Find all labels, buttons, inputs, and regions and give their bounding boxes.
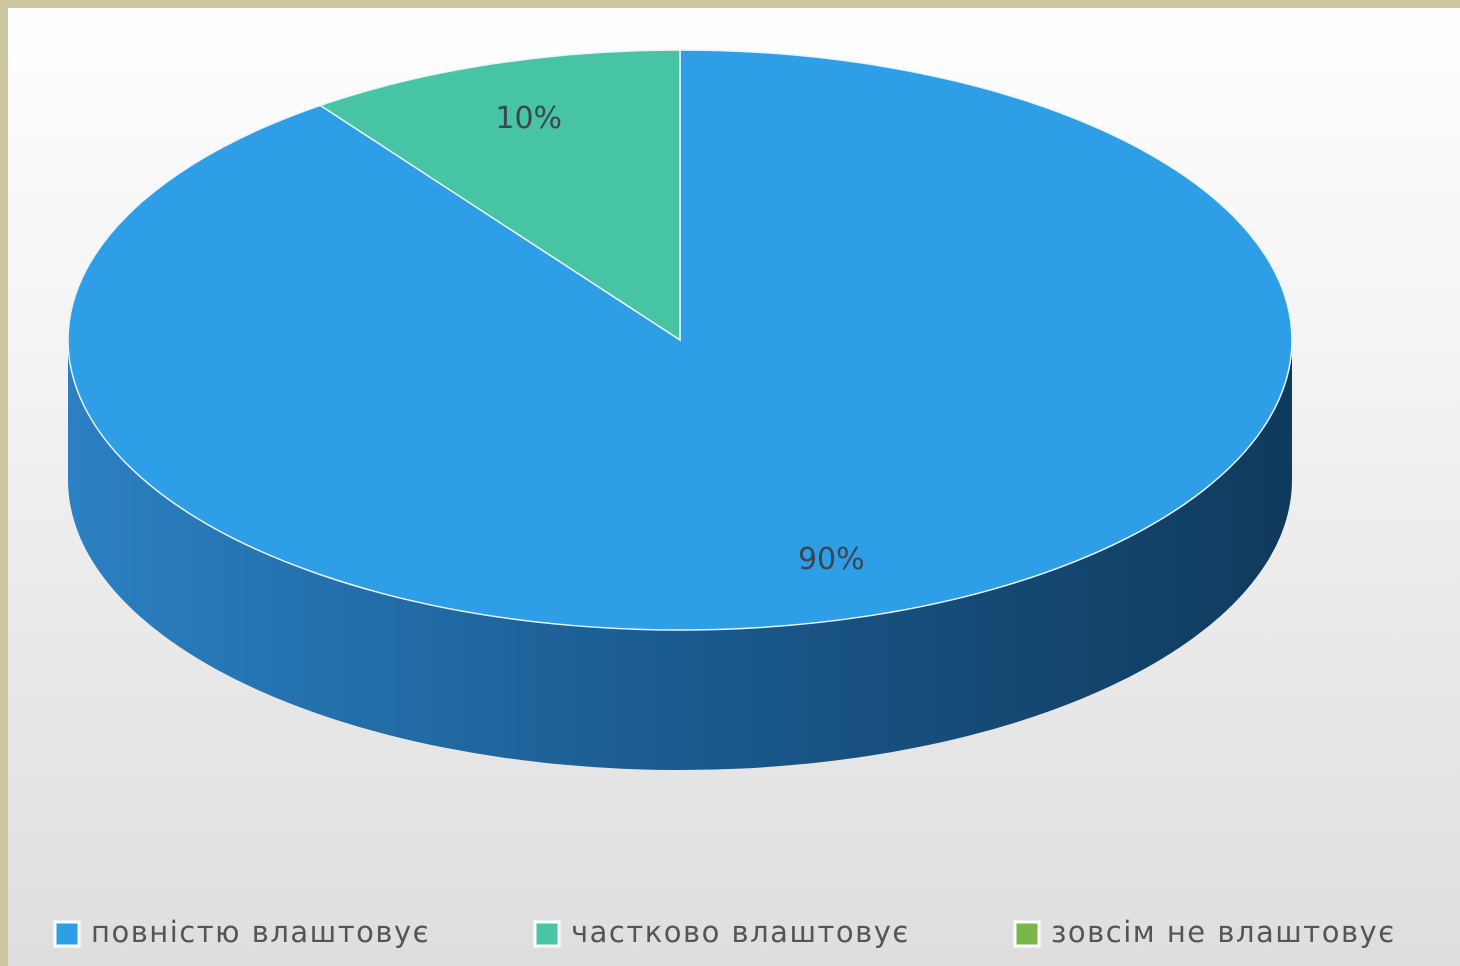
legend-label: частково влаштовує [571,915,910,949]
legend-swatch [533,920,561,948]
legend-swatch [1013,920,1041,948]
legend: повністю влаштовує частково влаштовує зовс… [53,915,1396,949]
slice [318,49,681,342]
pie: 90% 10% [67,49,1293,770]
data-label: 10% [495,101,562,136]
legend-swatch [53,920,81,948]
legend-label: зовсім не влаштовує [1051,915,1396,949]
data-label: 90% [798,542,865,577]
slice-side [68,340,1292,770]
legend-label: повністю влаштовує [91,915,430,949]
